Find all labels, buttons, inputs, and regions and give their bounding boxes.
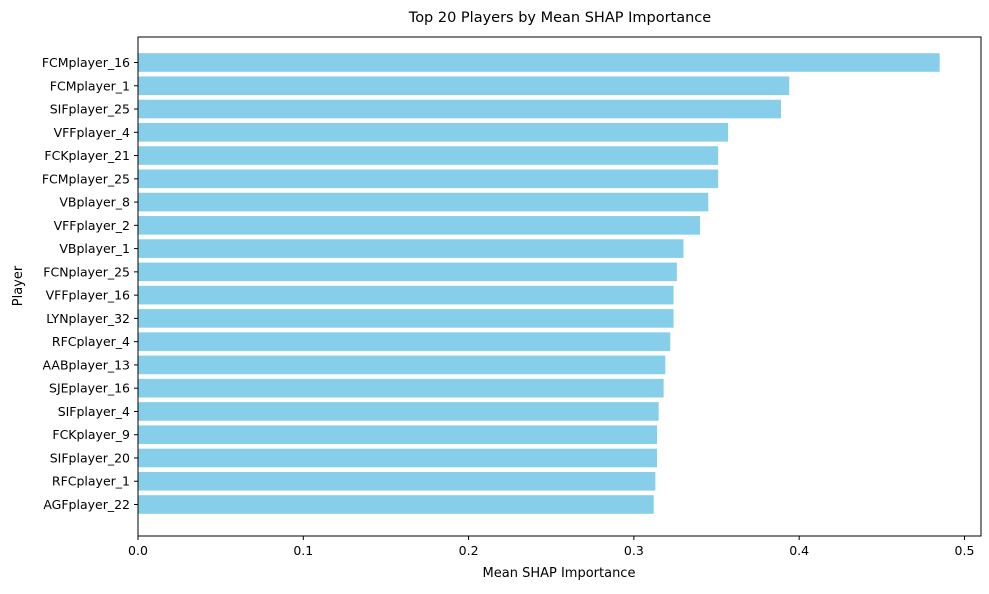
y-tick-label: RFCplayer_4 bbox=[52, 334, 130, 349]
chart-title: Top 20 Players by Mean SHAP Importance bbox=[408, 10, 711, 26]
x-axis-ticks: 0.0 0.1 0.2 0.3 0.4 0.5 bbox=[128, 536, 974, 558]
y-axis-ticks: FCMplayer_16 FCMplayer_1 SIFplayer_25 VFFpl… bbox=[42, 55, 138, 512]
bar bbox=[138, 332, 671, 351]
bar bbox=[138, 76, 790, 96]
bar bbox=[138, 99, 781, 119]
y-tick-label: FCNplayer_25 bbox=[43, 264, 130, 279]
bar bbox=[138, 285, 674, 305]
y-tick-label: SIFplayer_25 bbox=[50, 102, 130, 117]
y-tick-label: VFFplayer_16 bbox=[46, 288, 130, 303]
y-tick-label: SJEplayer_16 bbox=[49, 381, 130, 396]
y-tick-label: FCMplayer_1 bbox=[50, 78, 130, 93]
bar bbox=[138, 402, 659, 421]
bar bbox=[138, 122, 729, 142]
bar bbox=[138, 146, 719, 165]
bar bbox=[138, 169, 719, 189]
bar bbox=[138, 192, 709, 212]
bar bbox=[138, 448, 658, 468]
bars-group bbox=[138, 53, 940, 514]
bar bbox=[138, 216, 700, 235]
bar bbox=[138, 262, 677, 282]
bar bbox=[138, 425, 658, 445]
y-tick-label: SIFplayer_4 bbox=[58, 404, 130, 419]
y-tick-label: SIFplayer_20 bbox=[50, 450, 130, 465]
x-tick-label: 0.1 bbox=[293, 543, 313, 558]
x-tick-label: 0.5 bbox=[955, 543, 975, 558]
y-tick-label: AGFplayer_22 bbox=[43, 497, 130, 512]
x-tick-label: 0.0 bbox=[128, 543, 148, 558]
x-tick-label: 0.4 bbox=[789, 543, 809, 558]
bar bbox=[138, 495, 654, 514]
x-tick-label: 0.2 bbox=[459, 543, 479, 558]
bar bbox=[138, 471, 656, 491]
y-tick-label: AABplayer_13 bbox=[43, 357, 130, 372]
y-tick-label: LYNplayer_32 bbox=[46, 311, 130, 326]
y-tick-label: FCKplayer_21 bbox=[44, 148, 130, 163]
y-tick-label: VFFplayer_2 bbox=[54, 218, 130, 233]
y-tick-label: FCKplayer_9 bbox=[52, 427, 130, 442]
bar bbox=[138, 53, 940, 72]
y-tick-label: VBplayer_1 bbox=[59, 241, 130, 256]
bar bbox=[138, 239, 684, 258]
bar bbox=[138, 378, 664, 398]
y-tick-label: FCMplayer_25 bbox=[42, 171, 130, 186]
bar bbox=[138, 309, 674, 328]
y-tick-label: VFFplayer_4 bbox=[54, 125, 130, 140]
y-axis-label: Player bbox=[11, 265, 26, 306]
y-tick-label: RFCplayer_1 bbox=[52, 474, 130, 489]
plot-frame bbox=[137, 36, 982, 537]
y-tick-label: FCMplayer_16 bbox=[42, 55, 130, 70]
x-axis-label: Mean SHAP Importance bbox=[483, 566, 636, 581]
x-tick-label: 0.3 bbox=[624, 543, 644, 558]
y-tick-label: VBplayer_8 bbox=[59, 195, 130, 210]
bar bbox=[138, 355, 666, 375]
